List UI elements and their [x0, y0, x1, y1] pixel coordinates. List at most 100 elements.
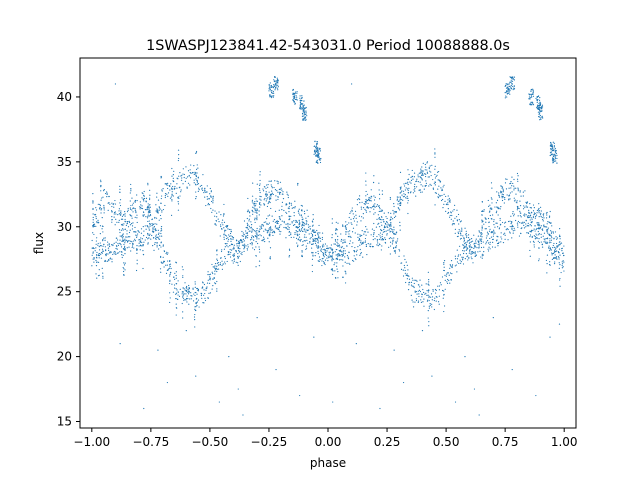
data-point: [469, 250, 471, 252]
data-point: [107, 209, 109, 211]
data-point: [481, 225, 483, 227]
data-point: [269, 86, 271, 89]
data-point: [335, 228, 337, 230]
data-point: [420, 170, 422, 172]
data-point: [259, 251, 261, 253]
data-point: [438, 193, 440, 195]
data-point: [253, 204, 255, 206]
data-point: [123, 268, 125, 270]
data-point: [388, 229, 390, 231]
data-point: [177, 196, 179, 198]
data-point: [334, 240, 337, 242]
data-point: [149, 189, 151, 191]
data-point: [272, 234, 274, 237]
data-point: [527, 222, 529, 224]
data-point: [126, 247, 128, 249]
data-point: [197, 287, 199, 290]
data-point: [267, 215, 269, 217]
data-point: [406, 182, 408, 184]
data-point: [119, 214, 122, 216]
data-point: [378, 243, 381, 245]
data-point: [431, 164, 433, 166]
data-point: [141, 205, 143, 207]
data-point: [129, 200, 131, 202]
data-point: [156, 196, 158, 198]
data-point: [539, 97, 541, 99]
data-point: [346, 245, 348, 247]
data-point: [511, 228, 513, 230]
data-point: [217, 268, 220, 270]
data-point: [519, 210, 521, 212]
data-point: [273, 186, 275, 189]
data-point: [507, 84, 509, 86]
data-point: [175, 293, 177, 295]
data-point: [511, 80, 514, 82]
data-point: [109, 203, 111, 205]
data-point: [159, 235, 161, 237]
data-point: [98, 252, 101, 255]
data-point: [320, 158, 322, 160]
data-point: [207, 204, 209, 206]
data-point: [378, 216, 380, 219]
data-point: [489, 214, 491, 217]
data-point: [414, 183, 416, 186]
data-point: [438, 303, 440, 305]
data-point: [429, 170, 431, 172]
data-point: [435, 292, 437, 294]
data-point: [523, 221, 525, 223]
data-point: [147, 243, 149, 245]
data-point: [553, 146, 556, 148]
data-point: [485, 241, 488, 243]
data-point: [319, 246, 321, 248]
data-point: [316, 229, 318, 232]
data-point: [106, 191, 108, 193]
data-point: [264, 228, 266, 230]
data-point: [254, 219, 256, 221]
data-point: [274, 87, 277, 89]
data-point: [230, 235, 232, 237]
data-point: [426, 300, 429, 302]
data-point: [294, 200, 296, 202]
data-point: [411, 277, 413, 279]
data-point: [474, 242, 476, 244]
data-point: [530, 96, 532, 99]
data-point: [390, 216, 392, 218]
data-point: [312, 224, 314, 226]
data-point: [252, 229, 254, 231]
data-point: [119, 188, 121, 190]
data-point: [216, 212, 218, 214]
data-point: [320, 249, 322, 251]
data-point: [387, 229, 389, 231]
data-point: [214, 267, 216, 269]
data-point: [466, 241, 468, 243]
data-point: [491, 207, 493, 209]
data-point: [550, 148, 552, 150]
data-point: [364, 208, 366, 210]
data-point: [109, 245, 111, 248]
data-point: [419, 172, 421, 174]
data-point: [373, 175, 375, 177]
data-point: [517, 187, 519, 189]
data-point: [443, 262, 445, 264]
data-point: [331, 234, 333, 236]
data-point: [358, 197, 360, 200]
data-point: [484, 228, 486, 230]
data-point: [493, 229, 495, 231]
data-point: [501, 199, 504, 202]
data-point: [344, 241, 346, 243]
data-point: [390, 230, 392, 232]
data-point: [100, 257, 103, 259]
data-point: [393, 216, 396, 219]
data-point: [553, 142, 555, 144]
data-point: [546, 238, 548, 240]
data-point: [551, 225, 553, 227]
data-point: [530, 225, 532, 227]
data-point: [492, 235, 494, 237]
data-point: [275, 220, 278, 222]
data-point: [253, 239, 255, 241]
data-point: [301, 210, 303, 212]
data-point: [197, 167, 199, 169]
data-point: [224, 261, 226, 263]
data-point: [272, 86, 275, 88]
data-point: [298, 212, 300, 214]
